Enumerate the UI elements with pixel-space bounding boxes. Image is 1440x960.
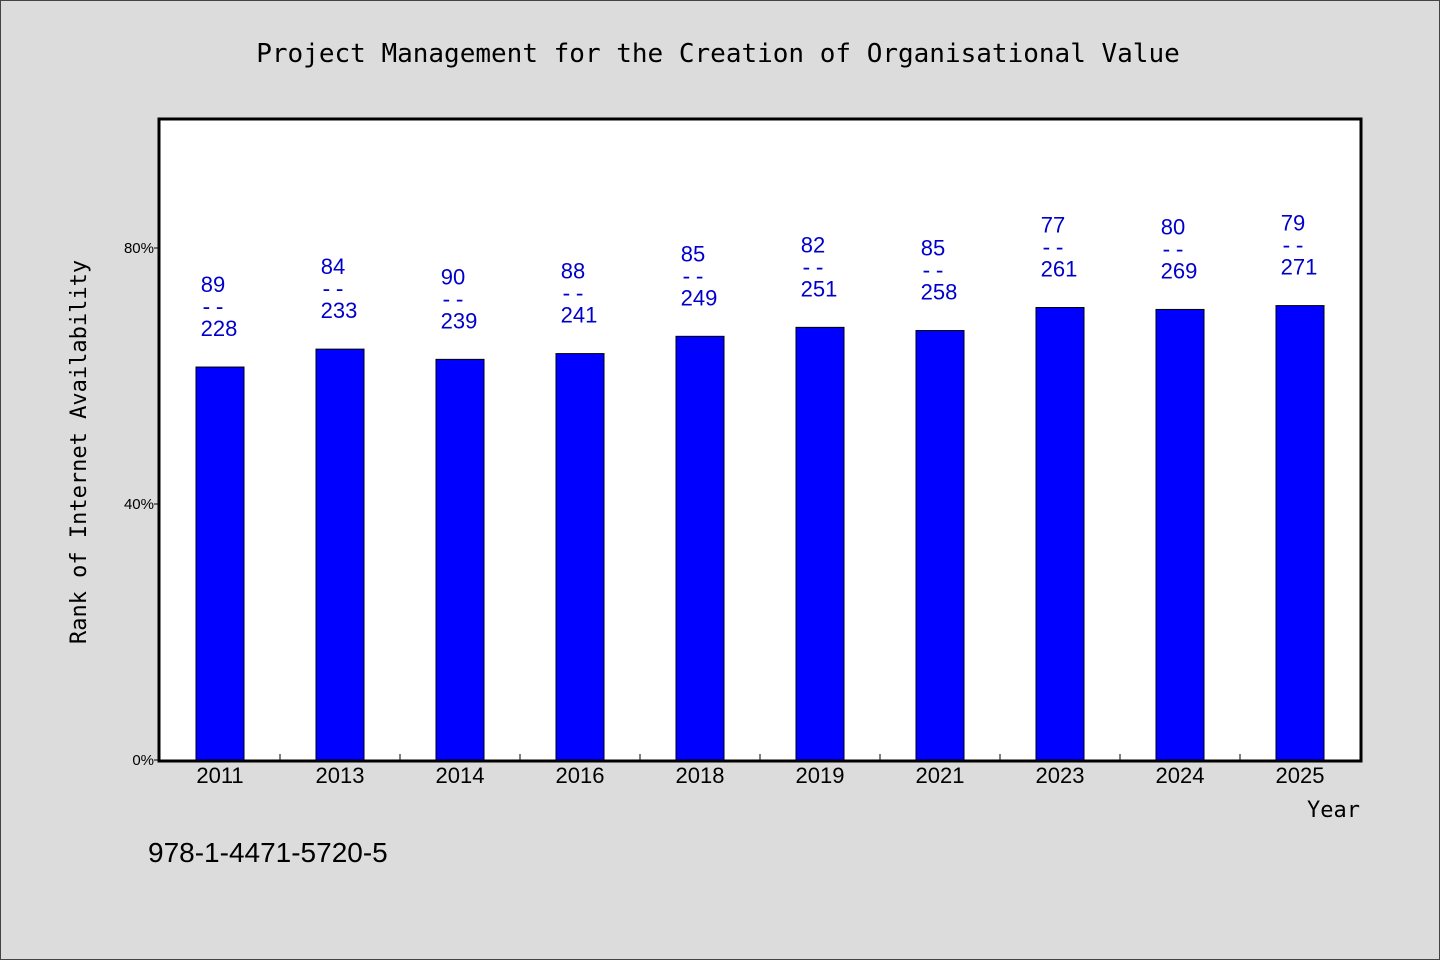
data-label-bottom: 271 (1281, 255, 1318, 280)
data-label-bottom: 239 (441, 308, 478, 333)
x-tick-label: 2016 (556, 763, 605, 788)
x-axis: 2011 2013 2014 2016 2018 2019 2021 2023 2024 2025 (196, 754, 1324, 788)
data-label-bottom: 233 (321, 298, 358, 323)
data-label-top: 80 (1161, 214, 1185, 239)
y-axis-label: Rank of Internet Availability (67, 260, 92, 644)
bar-2019 (795, 326, 845, 761)
bar-2014 (435, 358, 485, 761)
data-label-separator: -- (1040, 236, 1067, 261)
x-tick-label: 2021 (916, 763, 965, 788)
value-labels-group: 89--22884--23390--23988--24185--24982--2… (200, 211, 1318, 341)
data-label-bottom: 249 (681, 285, 718, 310)
y-tick-label: 40% (124, 496, 154, 513)
x-axis-label: Year (1307, 798, 1360, 823)
data-label-bottom: 258 (921, 280, 958, 305)
data-label-separator: -- (1160, 237, 1187, 262)
y-tick-label: 0% (132, 752, 154, 769)
data-label-bottom: 261 (1041, 257, 1078, 282)
data-label-separator: -- (920, 259, 947, 284)
data-label-bottom: 269 (1161, 258, 1198, 283)
data-label-top: 90 (441, 264, 465, 289)
data-label-separator: -- (200, 295, 227, 320)
data-label-top: 85 (681, 241, 705, 266)
x-tick-label: 2014 (436, 763, 485, 788)
x-tick-label: 2025 (1276, 763, 1325, 788)
x-tick-label: 2023 (1036, 763, 1085, 788)
x-tick-label: 2019 (796, 763, 845, 788)
data-label-top: 84 (321, 254, 345, 279)
y-axis: 0% 40% 80% (124, 240, 160, 769)
data-label-separator: -- (800, 255, 827, 280)
data-label-top: 82 (801, 232, 825, 257)
y-tick-label: 80% (124, 240, 154, 257)
bar-2018 (675, 335, 725, 761)
data-label-separator: -- (560, 282, 587, 307)
data-label-top: 77 (1041, 213, 1065, 238)
bar-2024 (1155, 308, 1205, 761)
data-label-top: 89 (201, 272, 225, 297)
data-label-bottom: 251 (801, 276, 838, 301)
x-tick-label: 2011 (196, 763, 243, 788)
data-label-separator: -- (1280, 234, 1307, 259)
data-label-bottom: 228 (201, 316, 238, 341)
bars-group (195, 305, 1325, 761)
footer-isbn: 978-1-4471-5720-5 (148, 837, 388, 868)
bar-2021 (915, 330, 965, 761)
x-tick-label: 2018 (676, 763, 725, 788)
data-label-top: 79 (1281, 211, 1305, 236)
data-label-top: 85 (921, 236, 945, 261)
data-label-separator: -- (680, 264, 707, 289)
bar-2016 (555, 353, 605, 761)
chart-title: Project Management for the Creation of O… (256, 39, 1180, 69)
bar-2023 (1035, 307, 1085, 761)
data-label-bottom: 241 (561, 303, 598, 328)
data-label-separator: -- (320, 277, 347, 302)
bar-2013 (315, 348, 365, 761)
data-label-separator: -- (440, 287, 467, 312)
bar-2011 (195, 366, 245, 761)
bar-2025 (1275, 305, 1325, 761)
data-label-top: 88 (561, 259, 585, 284)
x-tick-label: 2013 (316, 763, 365, 788)
x-tick-label: 2024 (1156, 763, 1205, 788)
